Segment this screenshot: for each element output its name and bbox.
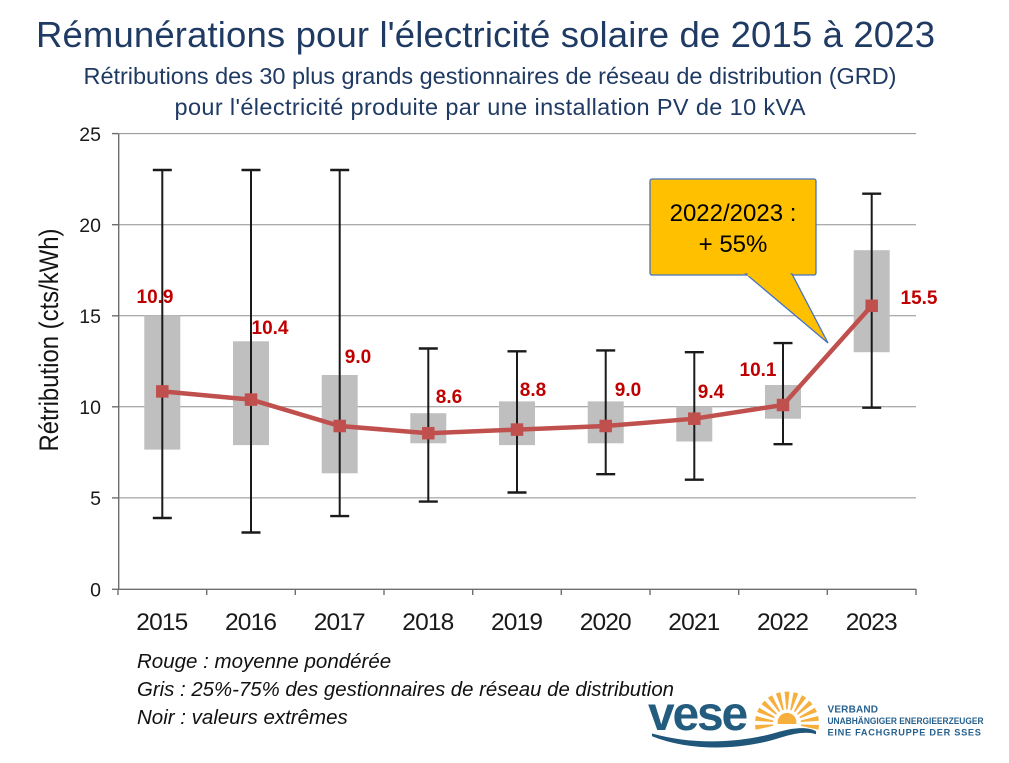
svg-text:10.4: 10.4 bbox=[252, 318, 289, 339]
svg-text:8.8: 8.8 bbox=[520, 380, 546, 401]
svg-text:2017: 2017 bbox=[314, 609, 366, 636]
svg-text:2022/2023 :: 2022/2023 : bbox=[670, 200, 797, 227]
svg-text:0: 0 bbox=[90, 580, 101, 602]
svg-text:9.4: 9.4 bbox=[698, 382, 725, 403]
svg-text:pour l'électricité produite pa: pour l'électricité produite par une inst… bbox=[175, 94, 806, 120]
svg-text:Gris : 25%-75% des gestionnair: Gris : 25%-75% des gestionnaires de rése… bbox=[137, 678, 674, 701]
svg-text:2016: 2016 bbox=[225, 609, 277, 636]
svg-text:10.9: 10.9 bbox=[137, 287, 174, 308]
svg-text:15: 15 bbox=[79, 306, 101, 328]
svg-text:5: 5 bbox=[90, 488, 101, 510]
svg-text:+ 55%: + 55% bbox=[699, 231, 768, 258]
svg-text:Rétribution (cts/kWh): Rétribution (cts/kWh) bbox=[34, 229, 64, 452]
svg-text:9.0: 9.0 bbox=[345, 347, 371, 368]
svg-text:8.6: 8.6 bbox=[436, 387, 462, 408]
svg-text:EINE FACHGRUPPE DER SSES: EINE FACHGRUPPE DER SSES bbox=[828, 727, 983, 737]
svg-text:2019: 2019 bbox=[491, 609, 543, 636]
svg-text:9.0: 9.0 bbox=[615, 380, 641, 401]
svg-text:vese: vese bbox=[648, 688, 747, 741]
svg-text:Rouge : moyenne pondérée: Rouge : moyenne pondérée bbox=[137, 650, 391, 673]
svg-text:2021: 2021 bbox=[668, 609, 720, 636]
svg-text:2018: 2018 bbox=[402, 609, 454, 636]
svg-text:10.1: 10.1 bbox=[740, 360, 777, 381]
svg-text:VERBAND: VERBAND bbox=[828, 705, 879, 716]
svg-text:UNABHÄNGIGER ENERGIEERZEUGER: UNABHÄNGIGER ENERGIEERZEUGER bbox=[828, 716, 984, 727]
svg-text:2020: 2020 bbox=[580, 609, 632, 636]
svg-text:Rétributions des 30 plus grand: Rétributions des 30 plus grands gestionn… bbox=[84, 63, 897, 89]
svg-text:20: 20 bbox=[79, 215, 101, 237]
svg-text:Rémunérations pour l'électrici: Rémunérations pour l'électricité solaire… bbox=[36, 14, 935, 55]
svg-text:10: 10 bbox=[79, 397, 101, 419]
svg-text:15.5: 15.5 bbox=[901, 288, 938, 309]
svg-text:2015: 2015 bbox=[136, 609, 188, 636]
svg-text:2022: 2022 bbox=[757, 609, 809, 636]
svg-text:Noir : valeurs extrêmes: Noir : valeurs extrêmes bbox=[137, 706, 348, 729]
svg-text:2023: 2023 bbox=[846, 609, 898, 636]
svg-text:25: 25 bbox=[79, 124, 101, 146]
